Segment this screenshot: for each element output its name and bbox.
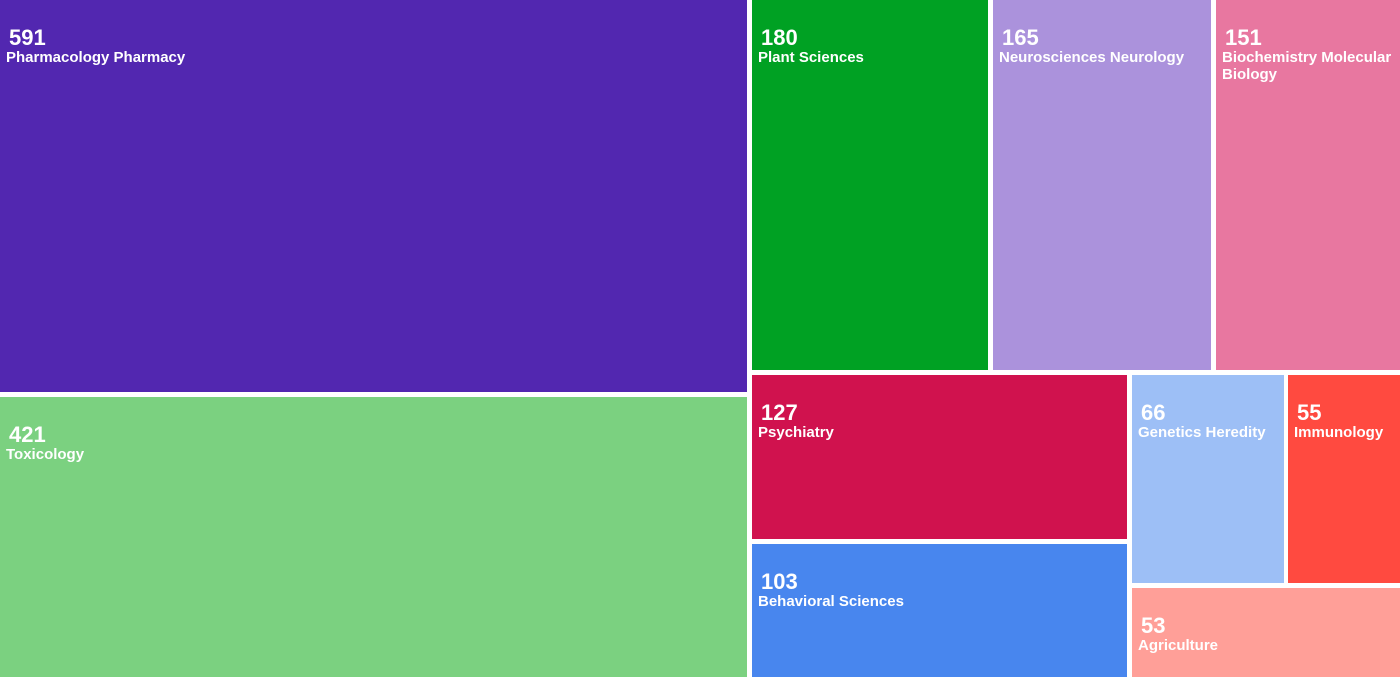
tile-pharmacology-pharmacy[interactable]: 591 Pharmacology Pharmacy [0,0,747,392]
tile-label: Behavioral Sciences [758,593,904,610]
tile-value: 591 [9,25,46,50]
tile-value: 180 [761,25,798,50]
tile-label: Psychiatry [758,424,834,441]
tile-behavioral-sciences[interactable]: 103 Behavioral Sciences [752,544,1127,677]
tile-value: 103 [761,569,798,594]
tile-label: Pharmacology Pharmacy [6,49,186,66]
tile-value: 53 [1141,613,1166,638]
tile-genetics-heredity[interactable]: 66 Genetics Heredity [1132,375,1284,583]
tile-immunology[interactable]: 55 Immunology [1288,375,1400,583]
tile-biochemistry-molecular-biology[interactable]: 151 Biochemistry Molecular Biology [1216,0,1400,370]
tile-value: 55 [1297,400,1322,425]
tile-agriculture[interactable]: 53 Agriculture [1132,588,1400,677]
tile-label: Immunology [1294,424,1384,441]
tile-label: Agriculture [1138,637,1219,654]
tile-label: Neurosciences Neurology [999,49,1185,66]
tile-value: 165 [1002,25,1039,50]
tile-value: 127 [761,400,798,425]
tile-label: Plant Sciences [758,49,864,66]
tile-psychiatry[interactable]: 127 Psychiatry [752,375,1127,539]
tile-value: 151 [1225,25,1262,50]
tile-plant-sciences[interactable]: 180 Plant Sciences [752,0,988,370]
tile-label: Genetics Heredity [1138,424,1266,441]
tile-label: Toxicology [6,446,85,463]
tile-label: Biochemistry Molecular Biology [1222,49,1392,83]
tile-value: 66 [1141,400,1166,425]
tile-value: 421 [9,422,46,447]
tile-neurosciences-neurology[interactable]: 165 Neurosciences Neurology [993,0,1211,370]
tile-toxicology[interactable]: 421 Toxicology [0,397,747,677]
